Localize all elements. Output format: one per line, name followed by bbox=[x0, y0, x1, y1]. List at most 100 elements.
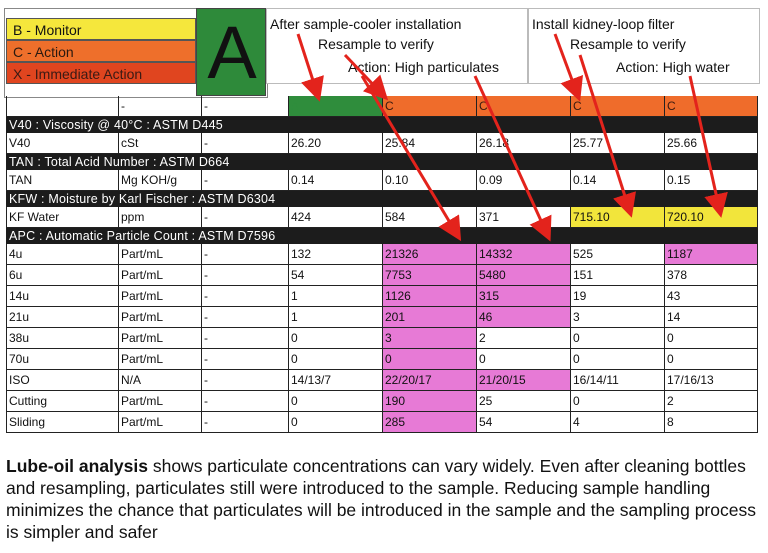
table-row: 21u Part/mL -1 201 46 3 14 bbox=[6, 307, 758, 328]
annotation-high-particulates: Action: High particulates bbox=[348, 59, 499, 75]
section-header: APC : Automatic Particle Count : ASTM D7… bbox=[6, 228, 758, 244]
value-cell: 21/20/15 bbox=[476, 370, 570, 391]
value-cell: 315 bbox=[476, 286, 570, 307]
spacer-cell bbox=[201, 265, 213, 286]
unit-cell: cSt bbox=[118, 133, 201, 154]
param-cell: 6u bbox=[6, 265, 118, 286]
section-header: KFW : Moisture by Karl Fischer : ASTM D6… bbox=[6, 191, 758, 207]
value-cell: 0 bbox=[570, 349, 664, 370]
param-cell: 38u bbox=[6, 328, 118, 349]
unit-cell: - bbox=[118, 96, 201, 117]
value-cell: 14332 bbox=[476, 244, 570, 265]
table-row: 4u Part/mL -132 21326 14332 525 1187 bbox=[6, 244, 758, 265]
value-cell: 0 bbox=[664, 328, 758, 349]
section-header: TAN : Total Acid Number : ASTM D664 bbox=[6, 154, 758, 170]
param-cell: 4u bbox=[6, 244, 118, 265]
annotation-high-water: Action: High water bbox=[616, 59, 730, 75]
row-border bbox=[757, 207, 758, 228]
value-cell: 5480 bbox=[476, 265, 570, 286]
value-cell: 0 bbox=[288, 391, 382, 412]
row-border bbox=[757, 328, 758, 349]
value-cell: 26.20 bbox=[288, 133, 382, 154]
annotation-resample-left: Resample to verify bbox=[318, 36, 434, 52]
spacer-cell bbox=[201, 307, 213, 328]
value-cell: C bbox=[476, 96, 570, 117]
value-cell: 8 bbox=[664, 412, 758, 433]
grade-letter: A bbox=[207, 11, 257, 94]
value-cell: 0 bbox=[288, 412, 382, 433]
row-border bbox=[757, 391, 758, 412]
value-cell: 25.66 bbox=[664, 133, 758, 154]
unit-cell: ppm bbox=[118, 207, 201, 228]
param-cell: Sliding bbox=[6, 412, 118, 433]
table-row: Cutting Part/mL -0 190 25 0 2 bbox=[6, 391, 758, 412]
unit-cell: Part/mL bbox=[118, 391, 201, 412]
table-row: ISO N/A -14/13/7 22/20/17 21/20/15 16/14/11 17… bbox=[6, 370, 758, 391]
value-cell: 584 bbox=[382, 207, 476, 228]
value-cell: 3 bbox=[570, 307, 664, 328]
value-cell: 4 bbox=[570, 412, 664, 433]
value-cell: 0 bbox=[288, 328, 382, 349]
legend-monitor: B - Monitor bbox=[6, 18, 196, 40]
param-cell: ISO bbox=[6, 370, 118, 391]
table-row: KF Water ppm -424 584 371 715.10 720.10 bbox=[6, 207, 758, 228]
value-cell: 0.09 bbox=[476, 170, 570, 191]
value-cell: 17/16/13 bbox=[664, 370, 758, 391]
value-cell: 424 bbox=[288, 207, 382, 228]
value-cell: 25.77 bbox=[570, 133, 664, 154]
value-cell: 54 bbox=[476, 412, 570, 433]
unit-cell: Part/mL bbox=[118, 307, 201, 328]
caption-bold: Lube-oil analysis bbox=[6, 456, 148, 476]
value-cell: 16/14/11 bbox=[570, 370, 664, 391]
value-cell: 1187 bbox=[664, 244, 758, 265]
flag-cell: - bbox=[201, 391, 288, 412]
value-cell: 0 bbox=[664, 349, 758, 370]
value-cell: 3 bbox=[382, 328, 476, 349]
value-cell: 54 bbox=[288, 265, 382, 286]
grade-box: A bbox=[196, 8, 266, 96]
value-cell: 201 bbox=[382, 307, 476, 328]
value-cell: 0.14 bbox=[288, 170, 382, 191]
value-cell: 21326 bbox=[382, 244, 476, 265]
value-cell: 26.18 bbox=[476, 133, 570, 154]
value-cell: 22/20/17 bbox=[382, 370, 476, 391]
value-cell: 378 bbox=[664, 265, 758, 286]
value-cell: 43 bbox=[664, 286, 758, 307]
unit-cell: Mg KOH/g bbox=[118, 170, 201, 191]
flag-cell: - bbox=[201, 96, 288, 117]
value-cell: 720.10 bbox=[664, 207, 758, 228]
legend-immediate-action: X - Immediate Action bbox=[6, 62, 196, 84]
table-row: Sliding Part/mL -0 285 54 4 8 bbox=[6, 412, 758, 433]
flag-cell: - bbox=[201, 370, 288, 391]
spacer-cell bbox=[201, 391, 213, 412]
value-cell: 25.84 bbox=[382, 133, 476, 154]
annotation-cooler: After sample-cooler installation bbox=[270, 16, 462, 32]
flag-cell: - bbox=[201, 412, 288, 433]
value-cell: 151 bbox=[570, 265, 664, 286]
value-cell: 2 bbox=[476, 328, 570, 349]
value-cell: 0 bbox=[570, 328, 664, 349]
value-cell: 1 bbox=[288, 307, 382, 328]
param-cell: 21u bbox=[6, 307, 118, 328]
value-cell: 7753 bbox=[382, 265, 476, 286]
section-header: V40 : Viscosity @ 40°C : ASTM D445 bbox=[6, 117, 758, 133]
row-border bbox=[757, 96, 758, 117]
value-cell: 46 bbox=[476, 307, 570, 328]
value-cell: 0 bbox=[382, 349, 476, 370]
table-row: 14u Part/mL -1 1126 315 19 43 bbox=[6, 286, 758, 307]
value-cell: 0.10 bbox=[382, 170, 476, 191]
unit-cell: Part/mL bbox=[118, 244, 201, 265]
spacer-cell bbox=[201, 286, 213, 307]
spacer-cell bbox=[201, 207, 213, 228]
row-border bbox=[757, 265, 758, 286]
unit-cell: Part/mL bbox=[118, 328, 201, 349]
row-border bbox=[757, 370, 758, 391]
spacer-cell bbox=[201, 349, 213, 370]
spacer-cell bbox=[201, 244, 213, 265]
param-cell: V40 bbox=[6, 133, 118, 154]
value-cell: 14 bbox=[664, 307, 758, 328]
spacer-cell bbox=[201, 328, 213, 349]
value-cell: 14/13/7 bbox=[288, 370, 382, 391]
spacer-cell bbox=[201, 370, 213, 391]
